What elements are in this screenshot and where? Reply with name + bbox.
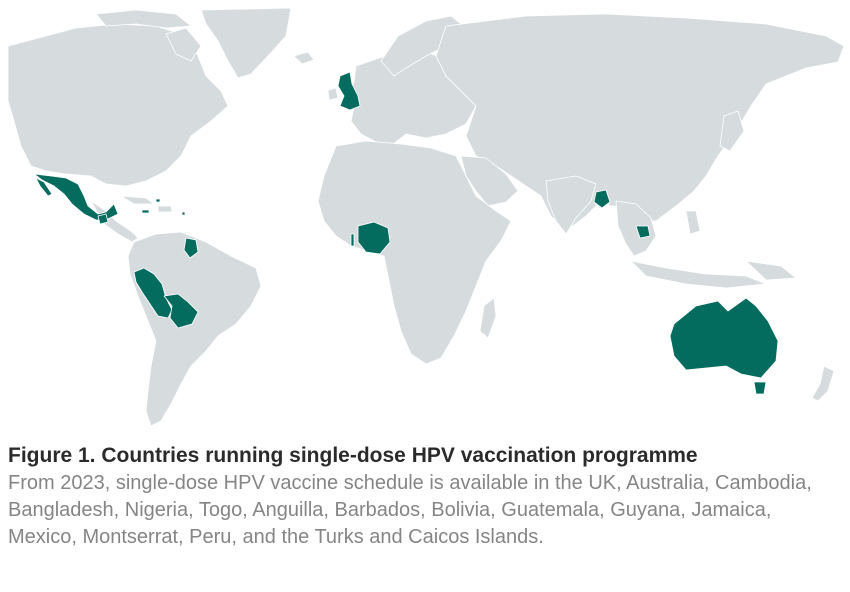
iceland (293, 51, 315, 65)
country-australia (669, 297, 779, 379)
new-zealand (811, 365, 835, 402)
country-mexico (33, 173, 119, 221)
hispaniola (157, 205, 173, 213)
ireland (327, 87, 339, 101)
country-australia-tasmania (753, 381, 767, 395)
new-guinea (745, 260, 797, 281)
country-guyana (183, 237, 199, 259)
southeast-asia (615, 200, 657, 257)
country-nigeria (357, 221, 391, 255)
country-united-kingdom (337, 71, 361, 111)
arctic-islands (95, 9, 192, 29)
indonesia (630, 260, 767, 289)
baffin-island (165, 27, 202, 62)
arabian-peninsula (460, 155, 519, 207)
cuba (120, 195, 155, 205)
country-anguilla-montserrat-barbados (181, 211, 186, 216)
world-map-svg (7, 7, 845, 427)
country-guatemala (97, 213, 109, 225)
india (545, 175, 597, 235)
country-mexico-baja (35, 177, 53, 197)
country-jamaica (141, 209, 150, 214)
country-bangladesh (593, 189, 611, 209)
world-map (6, 6, 846, 436)
africa-landmass (317, 140, 512, 365)
country-turks-and-caicos (155, 198, 161, 203)
country-cambodia (635, 225, 651, 239)
figure-description: From 2023, single-dose HPV vaccine sched… (8, 472, 812, 548)
philippines (685, 210, 701, 235)
figure-caption: Figure 1. Countries running single-dose … (8, 442, 842, 551)
country-togo (350, 233, 355, 247)
south-america-landmass (127, 231, 262, 427)
madagascar (479, 297, 497, 339)
japan (719, 110, 745, 152)
greenland (200, 7, 292, 79)
figure-title: Figure 1. Countries running single-dose … (8, 444, 698, 467)
country-bolivia (163, 293, 199, 329)
country-peru (133, 267, 173, 319)
